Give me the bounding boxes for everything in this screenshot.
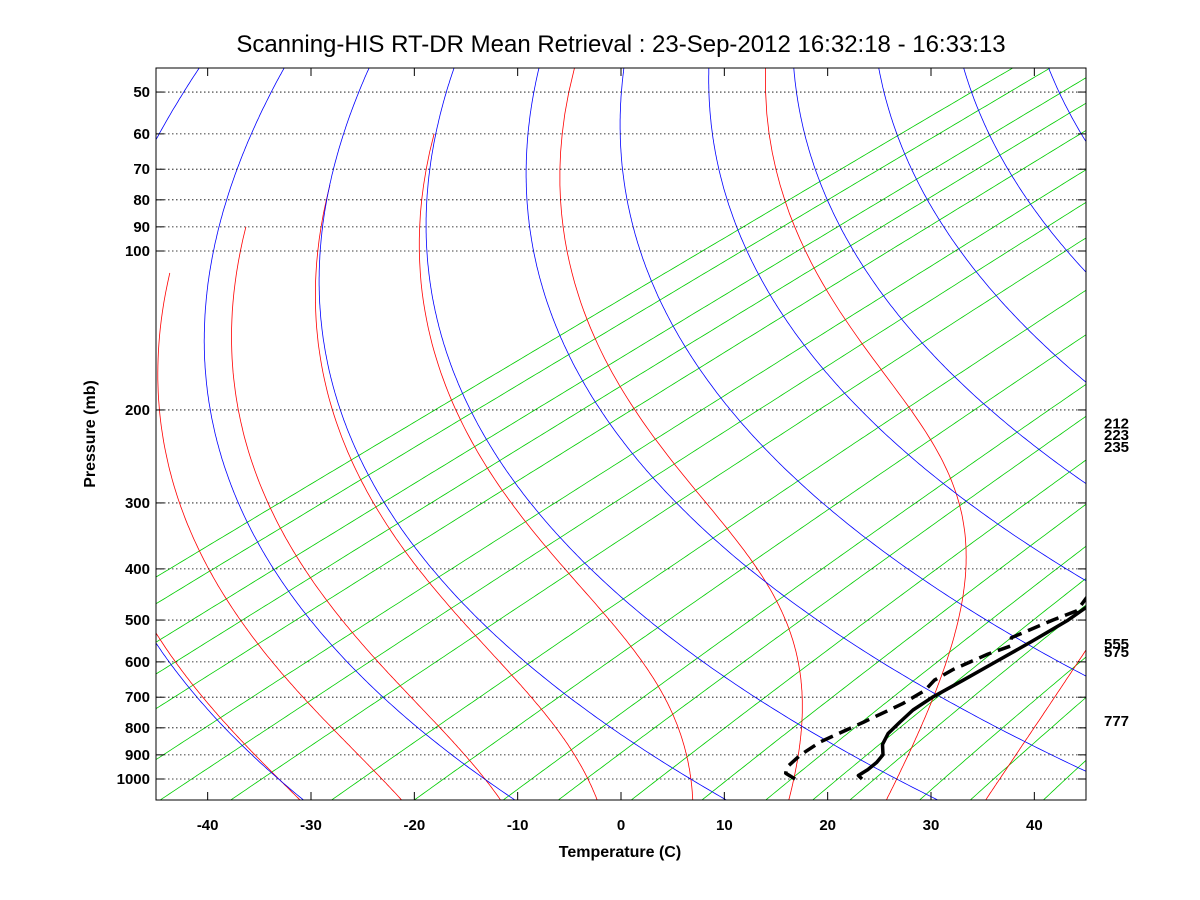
mixing-ratio-line — [156, 68, 1014, 578]
x-axis-ticks: -40 -30 -20 -10 0 10 20 30 40 — [197, 68, 1043, 834]
dry-adiabat-line — [156, 68, 305, 800]
mixing-ratio-line — [919, 656, 1086, 800]
mixing-ratio-line — [849, 604, 1086, 800]
x-tick-label: 10 — [716, 817, 733, 834]
level-annotation: 235 — [1104, 439, 1129, 456]
y-tick-label: 50 — [133, 84, 150, 101]
mixing-ratio-line — [159, 201, 1086, 800]
y-tick-label: 70 — [133, 161, 150, 178]
plot-area — [156, 68, 1086, 800]
mixing-ratio-lines — [156, 68, 1086, 800]
dry-adiabats — [156, 68, 1086, 800]
moist-adiabat-line — [985, 649, 1086, 800]
moist-adiabat-line — [157, 272, 403, 800]
y-tick-label: 400 — [125, 561, 150, 578]
y-tick-label: 80 — [133, 192, 150, 209]
mixing-ratio-line — [156, 129, 1086, 710]
mixing-ratio-line — [630, 459, 1086, 800]
x-tick-label: -40 — [197, 817, 219, 834]
mixing-ratio-line — [156, 68, 1051, 605]
y-tick-label: 1000 — [117, 771, 150, 788]
y-tick-label: 800 — [125, 720, 150, 737]
moist-adiabat-line — [765, 68, 967, 800]
x-tick-label: 30 — [923, 817, 940, 834]
dry-adiabat-line — [619, 68, 1086, 677]
y-axis-ticks: 50 60 70 80 90 100 200 300 400 500 600 700 800 900 100… — [117, 84, 1086, 788]
mixing-ratio-line — [765, 545, 1086, 800]
mixing-ratio-line — [502, 383, 1086, 800]
x-tick-label: 20 — [819, 817, 836, 834]
level-annotation: 555 — [1104, 636, 1129, 653]
moist-adiabats — [156, 68, 1086, 800]
dry-adiabat-line — [203, 68, 516, 800]
mixing-ratio-line — [230, 237, 1086, 800]
sounding-profiles — [783, 595, 1086, 781]
level-annotation: 223 — [1104, 427, 1129, 444]
x-tick-label: -30 — [300, 817, 322, 834]
x-tick-label: 40 — [1026, 817, 1043, 834]
y-tick-label: 900 — [125, 747, 150, 764]
chart-title: Scanning-HIS RT-DR Mean Retrieval : 23-S… — [236, 31, 1005, 58]
y-tick-label: 700 — [125, 689, 150, 706]
dewpoint-profile-line — [783, 595, 1086, 781]
mixing-ratio-line — [413, 334, 1086, 800]
mixing-ratio-line — [557, 415, 1086, 800]
dry-adiabat-line — [878, 68, 1086, 383]
level-annotation: 777 — [1104, 713, 1129, 730]
y-axis-label: Pressure (mb) — [82, 380, 99, 488]
mixing-ratio-line — [330, 289, 1086, 800]
x-tick-label: -10 — [507, 817, 529, 834]
mixing-ratio-line — [812, 577, 1086, 800]
temperature-profile-line — [856, 605, 1086, 781]
y-tick-label: 300 — [125, 495, 150, 512]
isobar-gridlines — [156, 91, 1086, 780]
plot-background — [156, 68, 1086, 800]
x-axis-label: Temperature (C) — [559, 844, 681, 861]
dry-adiabat-line — [425, 68, 939, 800]
dry-adiabat-line — [963, 68, 1086, 273]
level-annotation: 212 — [1104, 415, 1129, 432]
y-tick-label: 90 — [133, 219, 150, 236]
y-tick-label: 100 — [125, 243, 150, 260]
dry-adiabat-line — [708, 68, 1086, 582]
moist-adiabat-line — [156, 632, 301, 800]
moist-adiabat-line — [315, 184, 598, 800]
mixing-ratio-line — [156, 102, 1086, 675]
level-annotation: 575 — [1104, 644, 1129, 661]
x-tick-label: 0 — [617, 817, 625, 834]
y-tick-label: 500 — [125, 612, 150, 629]
dry-adiabat-line — [525, 68, 1086, 772]
mixing-ratio-line — [156, 77, 1086, 643]
moist-adiabat-line — [231, 226, 502, 800]
y-tick-label: 60 — [133, 126, 150, 143]
x-tick-label: -20 — [403, 817, 425, 834]
moist-adiabat-line — [418, 133, 694, 800]
dry-adiabat-line — [318, 68, 728, 800]
dry-adiabat-line — [793, 68, 1086, 485]
mixing-ratio-line — [701, 503, 1086, 800]
mixing-ratio-line — [156, 169, 1086, 761]
moist-adiabat-line — [559, 68, 803, 800]
y-tick-label: 200 — [125, 402, 150, 419]
y-tick-label: 600 — [125, 654, 150, 671]
